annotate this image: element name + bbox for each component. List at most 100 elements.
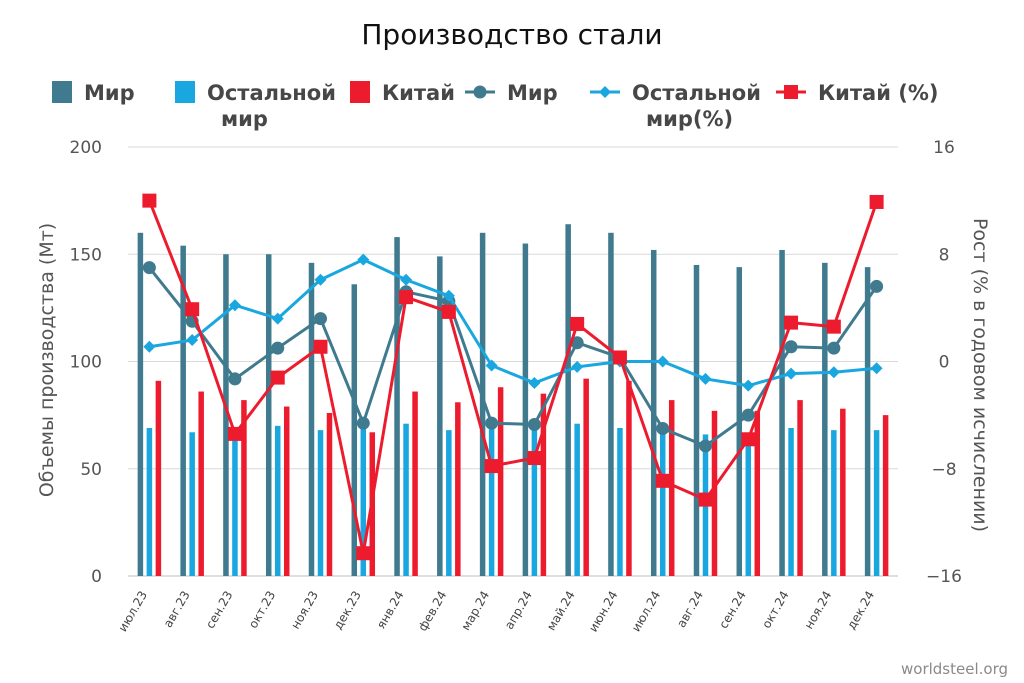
point: [228, 372, 242, 386]
point: [228, 299, 241, 312]
point: [485, 416, 499, 430]
bar: [497, 387, 504, 576]
legend-swatch: [175, 81, 195, 103]
point: [655, 473, 670, 488]
left-tick-label: 0: [91, 567, 102, 587]
point: [270, 370, 285, 385]
bar: [873, 430, 880, 576]
bar: [403, 423, 409, 576]
source-credit: worldsteel.org: [901, 660, 1008, 678]
legend-label: Мир: [507, 81, 558, 105]
x-tick-label: дек.24: [844, 589, 877, 632]
legend-label: Остальной: [632, 81, 761, 105]
right-tick-label: 8: [939, 245, 950, 265]
legend-label: Остальной: [207, 81, 336, 105]
bar: [274, 425, 281, 576]
point: [571, 360, 584, 373]
point: [400, 273, 413, 286]
legend-marker: [473, 85, 487, 99]
point: [356, 416, 370, 430]
point: [356, 546, 371, 561]
point: [656, 355, 669, 368]
point: [869, 194, 884, 209]
point: [699, 372, 712, 385]
point: [741, 408, 755, 422]
point: [142, 261, 156, 275]
bar: [351, 284, 358, 576]
point: [528, 376, 541, 389]
bar: [446, 430, 452, 576]
left-tick-label: 50: [80, 460, 102, 480]
bar: [137, 232, 144, 577]
legend-item: Китай (%): [776, 81, 938, 105]
bar: [394, 237, 400, 576]
point: [656, 422, 670, 436]
x-tick-label: мар.24: [459, 589, 493, 633]
x-tick-label: дек.23: [331, 589, 364, 632]
legend-label: мир: [221, 107, 268, 131]
right-tick-label: 0: [939, 353, 950, 373]
point: [313, 339, 328, 354]
point: [870, 279, 884, 293]
point: [612, 350, 627, 365]
bar: [241, 400, 247, 576]
point: [785, 367, 798, 380]
left-axis: 0 50 100 150 200: [70, 138, 102, 587]
point: [570, 336, 584, 350]
point: [699, 439, 712, 453]
x-tick-label: сен.23: [203, 589, 236, 631]
x-tick-label: авг.23: [161, 589, 193, 630]
bar: [540, 393, 547, 576]
bar: [788, 427, 794, 576]
x-tick-label: май.24: [544, 589, 578, 633]
bar: [822, 262, 828, 576]
legend-label: Китай (%): [818, 81, 938, 105]
point: [742, 379, 755, 392]
bars: [137, 224, 889, 577]
legend-swatch: [52, 81, 72, 103]
series-line: [148, 266, 878, 448]
bar: [882, 415, 889, 576]
point: [784, 340, 798, 354]
legend-item: Мир: [52, 81, 135, 105]
x-tick-label: июл.24: [629, 589, 663, 635]
bar: [155, 380, 162, 576]
x-tick-label: фев.24: [415, 589, 449, 634]
point: [484, 459, 499, 474]
bar: [308, 262, 315, 576]
bar: [693, 264, 700, 576]
bar: [488, 421, 495, 576]
bar: [574, 423, 580, 576]
bar: [626, 380, 632, 576]
point: [527, 451, 542, 466]
bar: [232, 434, 238, 576]
bar: [198, 391, 204, 576]
x-tick-label: окт.23: [246, 589, 278, 631]
point: [827, 366, 840, 379]
bar: [223, 254, 229, 576]
point: [485, 359, 498, 372]
point: [784, 315, 799, 330]
x-tick-label: июл.23: [116, 589, 150, 635]
point: [314, 312, 327, 326]
bar: [745, 438, 752, 576]
right-tick-label: −8: [931, 460, 956, 480]
legend-label: мир(%): [646, 107, 733, 131]
right-tick-label: 16: [933, 138, 955, 158]
bar: [831, 430, 837, 576]
bar: [840, 408, 846, 576]
bar: [189, 432, 195, 576]
bar: [522, 243, 529, 576]
right-axis: −16 −8 0 8 16: [926, 138, 962, 587]
legend-marker: [599, 86, 611, 98]
point: [399, 290, 414, 305]
gridlines: [128, 146, 898, 577]
x-tick-label: янв.24: [374, 589, 407, 632]
left-tick-label: 100: [70, 353, 102, 373]
point: [142, 193, 157, 208]
left-tick-label: 200: [70, 138, 102, 158]
bar: [668, 400, 675, 576]
bar: [317, 430, 324, 576]
point: [185, 302, 200, 317]
